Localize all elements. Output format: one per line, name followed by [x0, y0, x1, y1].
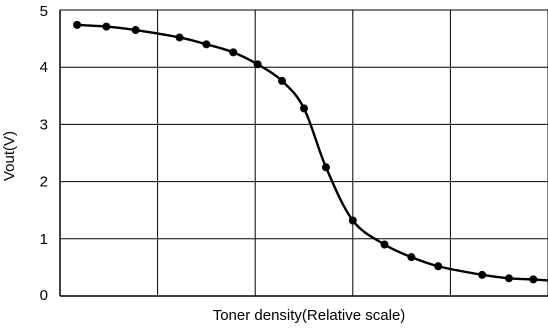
data-point	[478, 270, 487, 279]
data-point	[380, 240, 389, 249]
data-point	[253, 60, 262, 69]
y-axis-ticks: 0 1 2 3 4 5	[40, 3, 48, 304]
data-point	[321, 163, 330, 172]
series-line	[77, 23, 548, 282]
y-tick-label: 0	[40, 287, 48, 304]
data-point	[529, 275, 538, 284]
data-point	[300, 104, 308, 113]
x-axis-label: Toner density(Relative scale)	[213, 307, 406, 324]
chart-axes	[59, 10, 548, 297]
data-point	[348, 216, 357, 225]
chart-grid	[60, 9, 548, 296]
y-tick-label: 2	[40, 174, 48, 191]
y-tick-label: 3	[40, 116, 48, 133]
data-point	[202, 40, 211, 49]
data-point	[407, 253, 416, 262]
y-axis-label: Vout(V)	[1, 131, 18, 181]
y-tick-label: 1	[40, 231, 48, 248]
y-tick-label: 4	[40, 59, 48, 76]
data-point	[175, 33, 184, 42]
data-point	[278, 76, 287, 85]
data-points	[73, 20, 538, 284]
data-point	[102, 22, 111, 31]
data-point	[73, 20, 82, 29]
data-point	[131, 26, 140, 35]
data-point	[434, 262, 443, 271]
y-tick-label: 5	[40, 3, 48, 20]
data-point	[229, 48, 238, 57]
data-point	[504, 274, 513, 283]
